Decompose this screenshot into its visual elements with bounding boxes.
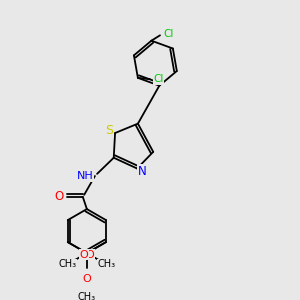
Text: S: S <box>105 124 113 137</box>
Text: CH₃: CH₃ <box>97 259 115 269</box>
Text: O: O <box>55 190 64 203</box>
Text: Cl: Cl <box>163 29 173 39</box>
Text: O: O <box>82 274 91 284</box>
Text: O: O <box>85 250 94 260</box>
Text: O: O <box>80 250 88 260</box>
Text: NH: NH <box>77 171 94 181</box>
Text: N: N <box>138 165 146 178</box>
Text: CH₃: CH₃ <box>78 292 96 300</box>
Text: Cl: Cl <box>153 74 164 84</box>
Text: CH₃: CH₃ <box>58 259 76 269</box>
